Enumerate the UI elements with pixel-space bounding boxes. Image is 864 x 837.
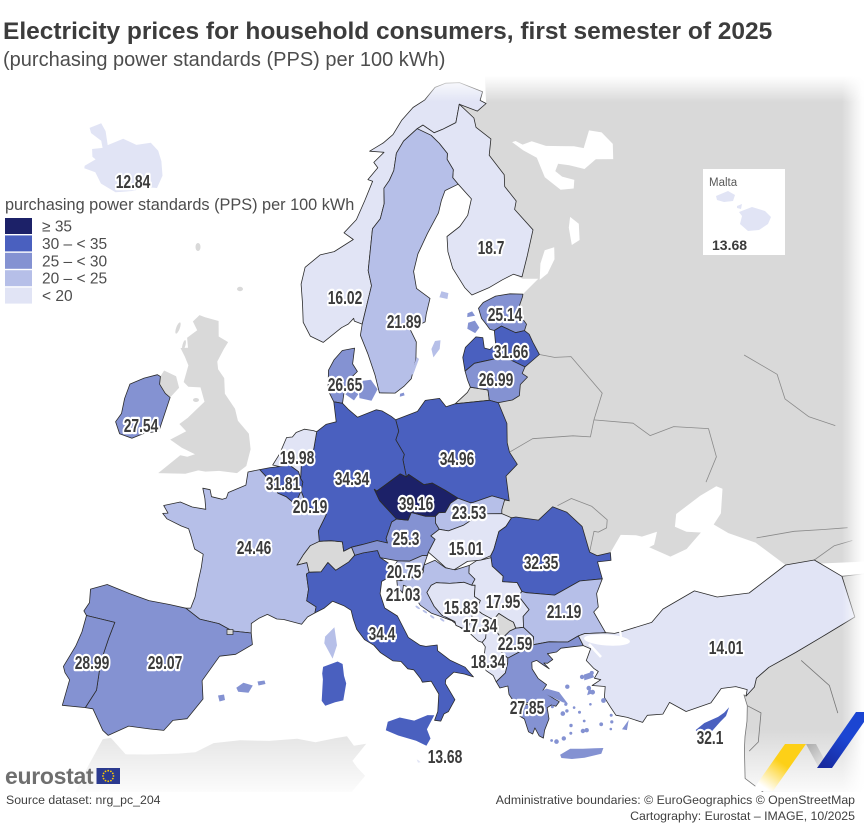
svg-text:21.19: 21.19 (547, 601, 582, 622)
svg-text:34.4: 34.4 (369, 623, 396, 644)
svg-text:20.75: 20.75 (387, 561, 422, 582)
svg-text:21.03: 21.03 (386, 584, 421, 605)
svg-text:20.19: 20.19 (293, 496, 328, 517)
svg-text:< 20: < 20 (42, 288, 73, 305)
svg-text:21.89: 21.89 (387, 311, 422, 332)
svg-text:25 – < 30: 25 – < 30 (42, 253, 107, 270)
svg-text:(purchasing power standards (P: (purchasing power standards (PPS) per 10… (3, 49, 445, 71)
svg-text:34.96: 34.96 (440, 448, 475, 469)
svg-text:30 – < 35: 30 – < 35 (42, 236, 107, 253)
svg-text:34.34: 34.34 (335, 468, 370, 489)
svg-text:18.7: 18.7 (478, 237, 505, 258)
svg-text:26.99: 26.99 (479, 369, 514, 390)
svg-text:Malta: Malta (709, 177, 738, 189)
svg-text:15.83: 15.83 (444, 597, 479, 618)
svg-text:29.07: 29.07 (148, 652, 183, 673)
svg-text:12.84: 12.84 (116, 171, 151, 192)
svg-text:28.99: 28.99 (75, 652, 110, 673)
svg-text:32.1: 32.1 (697, 727, 724, 748)
svg-text:15.01: 15.01 (449, 538, 484, 559)
svg-text:13.68: 13.68 (428, 746, 463, 767)
svg-text:25.14: 25.14 (488, 304, 523, 325)
svg-text:14.01: 14.01 (709, 637, 744, 658)
svg-text:24.46: 24.46 (237, 537, 272, 558)
svg-text:Source dataset: nrg_pc_204: Source dataset: nrg_pc_204 (6, 793, 161, 807)
svg-text:13.68: 13.68 (712, 237, 747, 253)
svg-text:17.95: 17.95 (486, 591, 521, 612)
svg-text:39.16: 39.16 (399, 493, 434, 514)
svg-text:26.65: 26.65 (328, 374, 363, 395)
svg-text:27.54: 27.54 (124, 415, 159, 436)
svg-text:16.02: 16.02 (328, 287, 363, 308)
svg-text:eurostat: eurostat (5, 763, 94, 789)
svg-text:22.59: 22.59 (498, 633, 533, 654)
svg-text:18.34: 18.34 (471, 651, 506, 672)
svg-text:32.35: 32.35 (524, 552, 559, 573)
svg-text:Cartography: Eurostat – IMAGE,: Cartography: Eurostat – IMAGE, 10/2025 (630, 809, 855, 823)
svg-text:27.85: 27.85 (510, 697, 545, 718)
svg-text:17.34: 17.34 (463, 615, 498, 636)
svg-text:31.66: 31.66 (494, 341, 529, 362)
svg-text:Electricity prices for househo: Electricity prices for household consume… (3, 18, 772, 45)
svg-text:23.53: 23.53 (452, 502, 487, 523)
svg-text:20 – < 25: 20 – < 25 (42, 271, 107, 288)
svg-text:purchasing power standards (PP: purchasing power standards (PPS) per 100… (5, 196, 354, 214)
svg-text:25.3: 25.3 (393, 528, 420, 549)
svg-text:Administrative boundaries: © E: Administrative boundaries: © EuroGeograp… (496, 793, 855, 807)
svg-text:31.81: 31.81 (266, 473, 301, 494)
svg-text:≥ 35: ≥ 35 (42, 219, 72, 236)
svg-text:19.98: 19.98 (280, 447, 315, 468)
